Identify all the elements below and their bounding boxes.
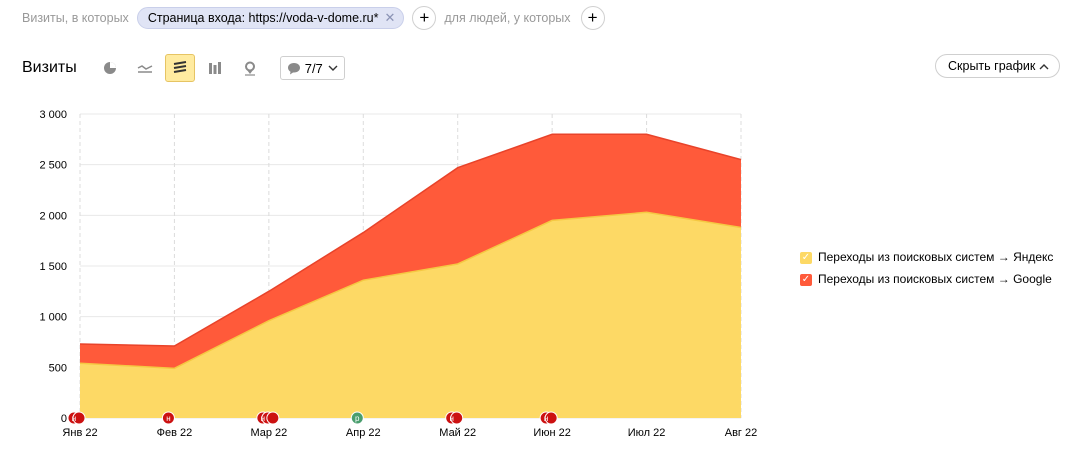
bar-chart-icon xyxy=(208,62,221,74)
y-tick-label: 2 500 xyxy=(39,160,67,172)
data-point-yandex[interactable] xyxy=(644,209,650,215)
plus-icon: + xyxy=(587,8,598,27)
data-point-google[interactable] xyxy=(171,343,177,349)
series-area-google[interactable] xyxy=(80,134,741,369)
pie-chart-icon xyxy=(103,62,116,74)
annotation-marker[interactable] xyxy=(161,411,175,425)
data-point-yandex[interactable] xyxy=(455,261,461,267)
line-chart-button[interactable] xyxy=(130,54,160,82)
legend-label: Переходы из поисковых систем → Google xyxy=(818,272,1052,286)
chart-legend: ✓ Переходы из поисковых систем → Яндекс ✓ П… xyxy=(800,250,1062,294)
y-tick-label: 2 000 xyxy=(39,210,67,222)
x-tick-label: Фев 22 xyxy=(157,427,193,439)
y-tick-label: 500 xyxy=(49,362,67,374)
entry-page-filter-label: Страница входа: https://voda-v-dome.ru* xyxy=(147,11,379,25)
chart-toolbar: Визиты 7/7 xyxy=(22,54,345,82)
data-point-google[interactable] xyxy=(644,131,650,137)
data-point-yandex[interactable] xyxy=(266,318,272,324)
annotation-marker-label: н xyxy=(450,414,454,423)
data-point-yandex[interactable] xyxy=(171,365,177,371)
chevron-down-icon xyxy=(328,65,338,71)
segment-filter-row: Визиты, в которых Страница входа: https:… xyxy=(22,6,605,30)
y-tick-label: 3 000 xyxy=(39,109,67,121)
annotations-dropdown[interactable]: 7/7 xyxy=(279,56,345,80)
legend-checkbox-icon[interactable]: ✓ xyxy=(800,274,812,286)
line-chart-icon xyxy=(137,65,153,73)
annotation-marker[interactable] xyxy=(350,411,364,425)
data-point-yandex[interactable] xyxy=(77,360,83,366)
hide-chart-button[interactable]: Скрыть график xyxy=(935,54,1061,78)
people-condition-label: для людей, у которых xyxy=(444,11,571,25)
x-tick-label: Июн 22 xyxy=(533,427,571,439)
data-point-google[interactable] xyxy=(77,341,83,347)
data-point-yandex[interactable] xyxy=(549,217,555,223)
y-tick-label: 0 xyxy=(61,413,67,425)
map-button[interactable] xyxy=(235,54,265,82)
chevron-up-icon xyxy=(1039,63,1049,69)
annotation-marker-label: н xyxy=(72,414,76,423)
annotation-marker-label: н xyxy=(261,414,265,423)
entry-page-filter-chip[interactable]: Страница входа: https://voda-v-dome.ru* … xyxy=(136,7,405,29)
annotation-marker[interactable] xyxy=(72,411,86,425)
stacked-area-chart-button[interactable] xyxy=(164,54,195,82)
annotation-marker-label: н xyxy=(166,414,170,423)
data-point-yandex[interactable] xyxy=(738,224,744,230)
stacked-area-icon xyxy=(173,61,186,73)
data-point-google[interactable] xyxy=(266,288,272,294)
bar-chart-button[interactable] xyxy=(200,54,230,82)
x-tick-label: Апр 22 xyxy=(346,427,381,439)
data-point-google[interactable] xyxy=(738,157,744,163)
x-tick-label: Мар 22 xyxy=(250,427,287,439)
annotation-marker[interactable] xyxy=(450,411,464,425)
hide-chart-label: Скрыть график xyxy=(948,59,1036,73)
y-tick-label: 1 000 xyxy=(39,312,67,324)
legend-label: Переходы из поисковых систем → Яндекс xyxy=(818,250,1054,264)
legend-item[interactable]: ✓ Переходы из поисковых систем → Яндекс xyxy=(800,250,1062,264)
comment-icon xyxy=(287,62,300,74)
x-tick-label: Июл 22 xyxy=(628,427,666,439)
data-point-yandex[interactable] xyxy=(360,277,366,283)
legend-item[interactable]: ✓ Переходы из поисковых систем → Google xyxy=(800,272,1062,286)
chart-title: Визиты xyxy=(22,59,77,76)
data-point-google[interactable] xyxy=(549,131,555,137)
visits-condition-label: Визиты, в которых xyxy=(22,11,129,25)
map-pin-icon xyxy=(244,61,255,76)
series-area-yandex[interactable] xyxy=(80,212,741,418)
plus-icon: + xyxy=(419,8,430,27)
pie-chart-button[interactable] xyxy=(95,54,125,82)
annotations-counter: 7/7 xyxy=(304,60,323,76)
legend-checkbox-icon[interactable]: ✓ xyxy=(800,252,812,264)
series-line-yandex xyxy=(79,211,742,370)
close-icon[interactable]: ✕ xyxy=(384,10,396,25)
annotation-marker[interactable] xyxy=(266,411,280,425)
stacked-area-chart: 0 500 1 000 1 500 2 000 2 500 3 000 Янв 22 Фев 2… xyxy=(39,109,757,439)
add-visit-condition-button[interactable]: + xyxy=(412,6,437,30)
y-tick-label: 1 500 xyxy=(39,261,67,273)
annotation-marker-label: н xyxy=(544,414,548,423)
annotation-marker-label: р xyxy=(355,414,360,423)
annotation-marker[interactable] xyxy=(544,411,558,425)
add-people-condition-button[interactable]: + xyxy=(580,6,605,30)
data-point-google[interactable] xyxy=(455,165,461,171)
series-line-google xyxy=(79,133,742,347)
x-tick-label: Авг 22 xyxy=(725,427,757,439)
x-tick-label: Янв 22 xyxy=(62,427,97,439)
x-tick-label: Май 22 xyxy=(439,427,476,439)
data-point-google[interactable] xyxy=(360,230,366,236)
